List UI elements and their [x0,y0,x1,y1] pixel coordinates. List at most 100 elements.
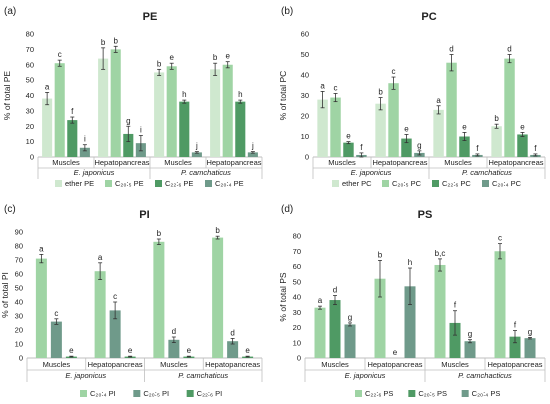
bar [212,237,224,358]
significance-letter: a [320,81,325,90]
panel-label: (d) [281,204,293,215]
group-label: E. japonicus [345,371,386,380]
legend-swatch [80,390,87,397]
significance-letter: j [195,142,198,151]
group-label: E. japonicus [74,168,115,177]
significance-letter: a [45,82,50,91]
y-tick-label: 50 [301,50,309,59]
y-tick-label: 0 [19,354,23,363]
significance-letter: f [476,144,479,153]
significance-letter: j [251,142,254,151]
y-axis-label: % of total PE [2,71,12,120]
chart-title: PC [421,11,436,23]
significance-letter: g [348,313,352,322]
y-tick-label: 80 [26,30,34,39]
y-tick-label: 0 [30,153,34,162]
significance-letter: f [514,321,517,330]
bar [388,83,399,157]
significance-letter: e [520,122,525,131]
bar [464,341,476,358]
legend-label: C₂₀:₄ PC [492,179,522,188]
significance-letter: g [528,327,532,336]
legend-swatch [382,180,389,187]
bar [110,49,121,157]
bar [434,264,446,358]
category-label: Muscles [164,158,192,167]
legend-swatch [55,180,62,187]
legend-swatch [186,390,194,397]
significance-letter: b [494,114,499,123]
y-tick-label: 80 [293,232,301,241]
significance-letter: b [378,250,383,259]
bar [517,134,528,157]
y-tick-label: 70 [15,256,23,265]
y-tick-label: 50 [15,284,23,293]
significance-letter: a [98,253,103,262]
bar [404,286,416,358]
category-label: Muscles [328,158,356,167]
legend-label: C₂₀:₅ PE [115,179,144,188]
significance-letter: e [462,122,467,131]
category-label: Hepatopancreas [372,158,427,167]
bar [235,101,246,157]
y-tick-label: 50 [26,76,34,85]
bar [247,152,258,157]
panel-label: (a) [4,6,16,17]
legend-swatch [205,180,212,187]
bar [504,58,515,157]
bar [166,66,177,157]
bar [210,69,221,157]
group-label: P. camchaticus [462,168,512,177]
significance-letter: i [84,135,86,144]
bar [374,278,386,358]
significance-letter: c [113,292,117,301]
significance-letter: e [128,346,133,355]
significance-letter: d [333,285,337,294]
y-tick-label: 70 [26,45,34,54]
bar [50,321,62,358]
panel-label: (c) [4,204,16,215]
legend-label: C₂₀:₄ PE [215,179,244,188]
category-label: Muscles [52,158,80,167]
category-label: Hepatopancreas [487,360,542,369]
significance-letter: g [126,116,130,125]
y-tick-label: 60 [26,60,34,69]
bar [344,324,356,358]
y-tick-label: 60 [293,262,301,271]
significance-letter: h [238,90,242,99]
y-tick-label: 10 [293,338,301,347]
significance-letter: e [225,52,230,61]
y-tick-label: 80 [15,242,23,251]
y-tick-label: 90 [15,228,23,237]
y-tick-label: 10 [301,132,309,141]
category-label: Muscles [441,360,469,369]
legend-label: C₂₂:₆ PS [365,389,393,398]
bar [491,126,502,157]
y-tick-label: 60 [15,270,23,279]
panel-label: (b) [281,6,293,17]
significance-letter: h [182,90,186,99]
significance-letter: f [71,107,74,116]
significance-letter: d [230,328,234,337]
legend-label: C₂₀:₅ PC [392,179,422,188]
bar [524,338,536,358]
y-axis-label: % of total PS [278,272,288,321]
category-label: Hepatopancreas [94,158,149,167]
significance-letter: b [113,36,118,45]
category-label: Hepatopancreas [205,360,260,369]
chart-title: PS [418,209,433,221]
significance-letter: c [392,67,396,76]
category-label: Muscles [43,360,71,369]
legend-swatch [408,390,416,397]
bar [329,300,341,358]
legend-swatch [133,390,141,397]
legend-swatch [482,180,489,187]
bar [35,258,47,358]
chart-title: PE [143,11,158,23]
y-tick-label: 20 [26,122,34,131]
group-label: P. camchaticus [181,168,231,177]
bar [179,101,190,157]
significance-letter: f [534,144,537,153]
category-label: Hepatopancreas [488,158,543,167]
